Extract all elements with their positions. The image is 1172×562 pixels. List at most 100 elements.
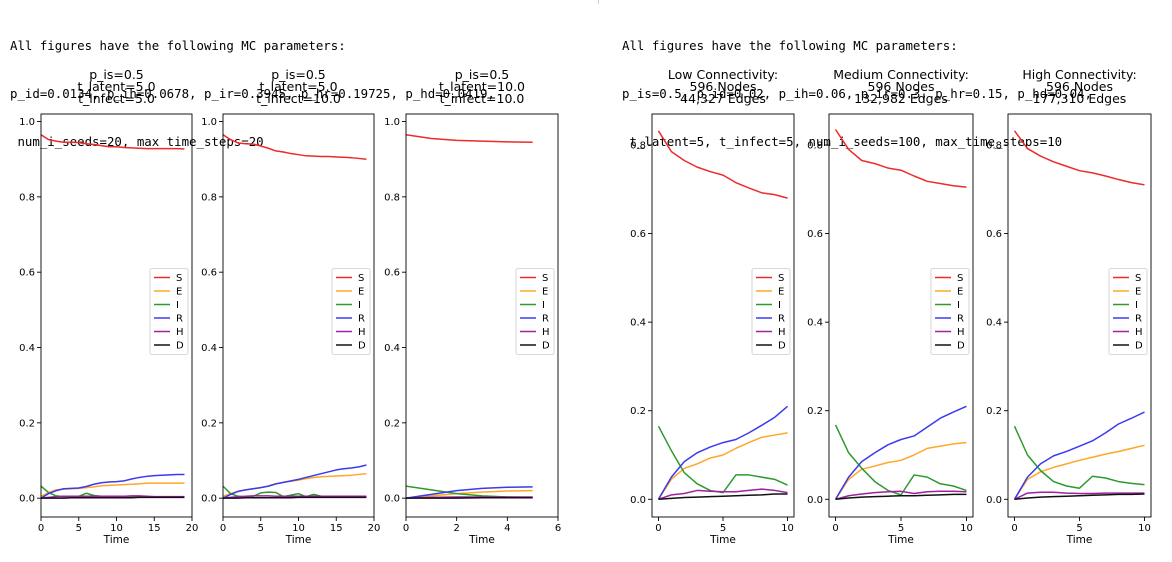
series-line-S xyxy=(834,129,967,188)
series-line-D xyxy=(41,496,185,499)
legend-label: H xyxy=(176,327,184,338)
chart-title-line: t_infect=10.0 xyxy=(256,91,341,106)
y-tick-label: 0.4 xyxy=(986,318,1002,329)
series-line-E xyxy=(834,441,967,500)
series-line-R xyxy=(40,473,185,499)
legend-label: H xyxy=(957,327,965,338)
legend-label: I xyxy=(176,300,179,311)
legend-label: D xyxy=(358,341,366,352)
x-tick-label: 15 xyxy=(148,523,161,534)
panel-divider xyxy=(598,0,599,4)
x-tick-label: 10 xyxy=(292,523,305,534)
legend-label: I xyxy=(1135,300,1138,311)
x-tick-label: 20 xyxy=(368,523,381,534)
chart-1: p_is=0.5t_latent=5.0t_infect=5.0 0 5 10 15 20… xyxy=(19,67,198,546)
chart-title-line: 44,327 Edges xyxy=(680,91,766,106)
y-tick-label: 0.2 xyxy=(384,418,400,429)
x-tick-label: 0 xyxy=(403,523,409,534)
chart-title-line: t_latent=5.0 xyxy=(259,79,337,94)
series-line-R xyxy=(222,464,367,499)
x-tick-label: 15 xyxy=(330,523,343,534)
x-tick-label: 5 xyxy=(1076,523,1082,534)
x-tick-label: 0 xyxy=(220,523,226,534)
series-line-I xyxy=(1013,425,1145,489)
x-axis-label: Time xyxy=(285,534,312,546)
x-axis-label: Time xyxy=(887,534,914,546)
y-tick-label: 0.2 xyxy=(630,406,646,417)
legend-label: R xyxy=(358,314,365,325)
x-tick-label: 5 xyxy=(898,523,904,534)
x-tick-label: 0 xyxy=(38,523,44,534)
x-tick-label: 2 xyxy=(453,523,459,534)
chart-title-line: t_latent=5.0 xyxy=(77,79,155,94)
y-tick-label: 0.6 xyxy=(384,268,400,279)
params-line: t_latent=5, t_infect=5, num_i_seeds=100,… xyxy=(622,134,1063,149)
legend-label: I xyxy=(957,300,960,311)
y-tick-label: 0.2 xyxy=(201,418,217,429)
x-tick-label: 0 xyxy=(832,523,838,534)
legend-label: D xyxy=(542,341,550,352)
legend-label: S xyxy=(1135,273,1141,284)
series-line-S xyxy=(405,133,533,143)
y-tick-label: 0.0 xyxy=(807,495,823,506)
series-line-D xyxy=(1014,493,1145,501)
chart-title-line: 596 Nodes xyxy=(690,79,757,94)
series-line-H xyxy=(658,488,788,500)
y-tick-label: 0.4 xyxy=(807,318,823,329)
series-line-D xyxy=(835,493,967,501)
series-line-E xyxy=(405,489,533,499)
legend-label: E xyxy=(176,287,182,298)
chart-title-line: p_is=0.5 xyxy=(455,67,510,82)
mc-parameters-left: All figures have the following MC parame… xyxy=(10,6,495,166)
y-tick-label: 0.0 xyxy=(384,494,400,505)
legend-label: E xyxy=(957,287,963,298)
series-line-H xyxy=(835,490,967,501)
legend-box xyxy=(331,268,371,355)
series-line-H xyxy=(1014,491,1145,500)
y-tick-label: 0.6 xyxy=(630,229,646,240)
series-line-S xyxy=(657,130,788,199)
legend-label: H xyxy=(358,327,366,338)
chart-title-line: t_infect=5.0 xyxy=(78,91,155,106)
y-tick-label: 0.6 xyxy=(807,229,823,240)
series-line-R xyxy=(834,405,967,500)
y-tick-label: 0.8 xyxy=(19,192,35,203)
legend-label: S xyxy=(358,273,364,284)
legend-label: E xyxy=(542,287,548,298)
chart-title-line: High Connectivity: xyxy=(1022,67,1136,82)
x-axis-label: Time xyxy=(709,534,736,546)
y-tick-label: 0.2 xyxy=(986,406,1002,417)
legend-label: D xyxy=(957,341,965,352)
params-line: All figures have the following MC parame… xyxy=(622,38,958,53)
y-tick-label: 0.6 xyxy=(201,268,217,279)
y-tick-label: 0.2 xyxy=(19,418,35,429)
chart-title-line: 177,310 Edges xyxy=(1033,91,1127,106)
legend-label: S xyxy=(778,273,784,284)
y-tick-label: 0.2 xyxy=(807,406,823,417)
legend-box xyxy=(1108,268,1148,355)
series-line-E xyxy=(657,432,788,500)
y-tick-label: 0.4 xyxy=(630,318,646,329)
y-tick-label: 0.4 xyxy=(384,343,400,354)
x-tick-label: 5 xyxy=(720,523,726,534)
chart-title-line: Medium Connectivity: xyxy=(833,67,969,82)
y-tick-label: 0.4 xyxy=(19,343,35,354)
legend-box xyxy=(515,268,555,355)
series-line-D xyxy=(223,496,367,499)
x-tick-label: 10 xyxy=(1138,523,1151,534)
params-line: All figures have the following MC parame… xyxy=(10,38,346,53)
y-tick-label: 0.0 xyxy=(986,495,1002,506)
chart-2: p_is=0.5t_latent=5.0t_infect=10.0 0 5 10 15 2… xyxy=(201,67,380,546)
series-line-I xyxy=(657,425,788,494)
series-line-S xyxy=(222,134,367,160)
legend-box xyxy=(149,268,189,355)
legend-label: H xyxy=(778,327,786,338)
legend-label: D xyxy=(1135,341,1143,352)
series-line-I xyxy=(40,485,185,498)
legend-label: R xyxy=(176,314,183,325)
x-axis-label: Time xyxy=(468,534,495,546)
mc-parameters-right: All figures have the following MC parame… xyxy=(622,6,1092,166)
